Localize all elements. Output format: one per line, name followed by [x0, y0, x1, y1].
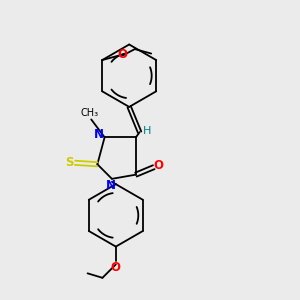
Text: O: O	[154, 159, 164, 172]
Text: H: H	[143, 126, 151, 136]
Text: O: O	[117, 48, 128, 61]
Text: O: O	[111, 261, 121, 274]
Text: N: N	[94, 128, 104, 141]
Text: S: S	[65, 156, 74, 169]
Text: CH₃: CH₃	[81, 108, 99, 118]
Text: N: N	[106, 179, 116, 192]
